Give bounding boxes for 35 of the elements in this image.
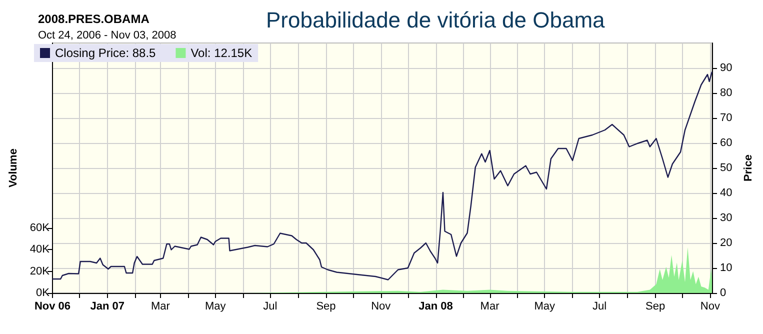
- chart-subtitle: 2008.PRES.OBAMA: [38, 12, 150, 26]
- y2-tick-label: 50: [720, 162, 732, 174]
- y2-axis-title: Price: [742, 154, 755, 182]
- line-series: [52, 71, 713, 280]
- x-tick-label: May: [204, 300, 226, 312]
- text: Oct 24, 2006 - Nov 03, 2008: [38, 30, 176, 42]
- y-tick-label: 40K: [30, 244, 50, 256]
- legend-label: Closing Price: 88.5: [55, 46, 156, 60]
- y2-tick-label: 80: [720, 87, 732, 99]
- chart-title: Probabilidade de vitória de Obama: [266, 8, 606, 32]
- x-tick-label: Nov: [371, 300, 392, 312]
- x-tick-label: May: [534, 300, 556, 312]
- y-tick-label: 20K: [30, 265, 50, 278]
- y2-tick-label: 40: [720, 187, 732, 199]
- x-tick-label: Jan 07: [90, 300, 124, 312]
- x-tick-label: Sep: [646, 300, 666, 312]
- y-axis-title: Volume: [8, 148, 20, 188]
- x-tick-label: Sep: [316, 300, 336, 312]
- y-tick-label: 0K: [36, 287, 50, 299]
- y2-tick-label: 20: [720, 237, 732, 249]
- legend-label: Vol: 12.15K: [190, 46, 252, 60]
- y2-tick-label: 0: [720, 287, 726, 299]
- x-tick-label: Jan 08: [418, 300, 453, 312]
- y2-tick-label: 60: [720, 137, 732, 149]
- x-tick-label: Nov 06: [34, 300, 71, 312]
- y2-tick-label: 10: [720, 262, 732, 274]
- x-tick-label: Mar: [480, 300, 500, 312]
- y2-tick-label: 90: [720, 62, 732, 74]
- y-tick-label: 60K: [30, 222, 50, 234]
- x-tick-label: Mar: [150, 300, 170, 312]
- x-tick-label: Jul: [263, 300, 278, 312]
- x-tick-label: Nov: [700, 300, 720, 312]
- y2-tick-label: 30: [720, 212, 732, 224]
- x-tick-label: Jul: [592, 300, 607, 312]
- y2-tick-label: 70: [720, 112, 732, 124]
